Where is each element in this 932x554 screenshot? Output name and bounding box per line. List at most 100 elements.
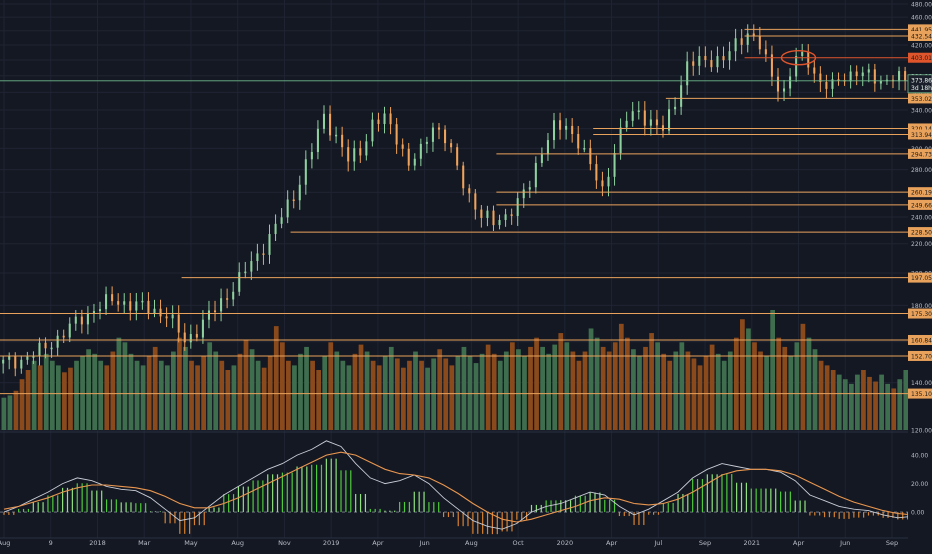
level-label-box (908, 30, 932, 41)
candle-body (38, 342, 41, 357)
volume-bar (758, 351, 763, 430)
volume-bar (292, 365, 297, 430)
candle-body (316, 128, 319, 152)
volume-bar (806, 337, 812, 430)
level-label: 403.01 (911, 55, 932, 62)
volume-bar (13, 390, 19, 430)
volume-bar (394, 358, 400, 430)
price-axis-tick-label: 240.00 (911, 215, 932, 222)
volume-bar (213, 351, 219, 430)
candle-body (341, 134, 344, 148)
volume-bar (19, 379, 25, 430)
candle-body (837, 79, 840, 81)
candle-body (861, 72, 864, 77)
volume-bar (237, 353, 243, 430)
candle-body (480, 209, 483, 218)
candle-body (135, 301, 138, 311)
volume-bar (74, 360, 79, 430)
candle-body (601, 180, 604, 187)
volume-bar (80, 356, 85, 430)
candle-body (213, 310, 217, 312)
candle-body (831, 79, 834, 89)
level-label: 249.66 (911, 202, 932, 209)
volume-bar (449, 365, 455, 430)
volume-bar (643, 346, 648, 430)
volume-bar (43, 353, 49, 430)
signal-line (3, 451, 932, 523)
candle-body (625, 120, 628, 128)
candle-body (904, 71, 907, 81)
volume-bar (764, 356, 769, 430)
candle-body (510, 214, 513, 217)
volume-bar (267, 356, 273, 430)
volume-bar (534, 337, 539, 430)
volume-bar (703, 356, 709, 430)
candle-body (710, 60, 713, 68)
candle-body (595, 164, 598, 181)
candle-body (147, 300, 150, 314)
candle-body (819, 73, 822, 83)
volume-bar (788, 356, 794, 430)
level-label-box (908, 199, 932, 210)
volume-bar (625, 337, 630, 430)
date-axis-tick-label: Jun (419, 539, 430, 547)
candle-body (801, 51, 804, 56)
volume-bar (370, 360, 376, 430)
volume-bar (479, 353, 485, 430)
volume-bar (310, 360, 315, 430)
volume-bar (861, 370, 866, 430)
candle-body (728, 51, 731, 61)
candle-body (813, 67, 816, 74)
candle-body (329, 113, 332, 136)
date-axis-tick-label: Nov (278, 539, 291, 547)
candle-body (504, 214, 507, 220)
candle-body (105, 294, 108, 310)
volume-bar (691, 358, 697, 430)
candle-body (129, 301, 132, 311)
volume-bar (770, 310, 776, 430)
candle-body (867, 69, 870, 73)
candle-body (371, 119, 374, 142)
candle-body (613, 152, 616, 177)
candle-body (746, 33, 749, 45)
date-axis-tick-label: Apr (372, 539, 384, 547)
candle-body (752, 33, 755, 36)
candle-body (304, 159, 307, 185)
level-label: 135.10 (911, 391, 932, 398)
volume-bar (261, 367, 267, 430)
candle-body (437, 127, 441, 130)
candle-body (353, 148, 356, 162)
volume-bar (273, 326, 279, 430)
volume-bar (164, 365, 170, 430)
candle-body (389, 113, 392, 125)
volume-bar (37, 365, 43, 430)
macd-line (3, 440, 932, 530)
level-label: 353.02 (911, 96, 932, 103)
volume-bar (776, 337, 782, 430)
candle-body (522, 189, 525, 199)
date-axis-tick-label: 2020 (557, 539, 574, 547)
candle-body (456, 147, 459, 166)
volume-bar (388, 346, 394, 430)
volume-bar (7, 395, 13, 430)
candle-body (262, 253, 265, 255)
volume-bar (679, 342, 685, 430)
volume-bar (219, 360, 225, 430)
date-axis-tick-label: 9 (49, 539, 53, 547)
candle-body (486, 210, 489, 218)
volume-bar (812, 349, 818, 430)
volume-bar (618, 323, 624, 430)
price-axis-tick-label: 220.00 (911, 241, 932, 248)
volume-bar (885, 383, 891, 430)
volume-bar (697, 365, 703, 430)
volume-bar (491, 353, 497, 430)
volume-bar (116, 337, 122, 430)
candle-body (431, 127, 434, 142)
volume-bar (249, 349, 255, 430)
candle-body (758, 35, 761, 50)
level-label-box (908, 350, 932, 361)
candle-body (795, 55, 798, 77)
candle-body (141, 300, 144, 303)
